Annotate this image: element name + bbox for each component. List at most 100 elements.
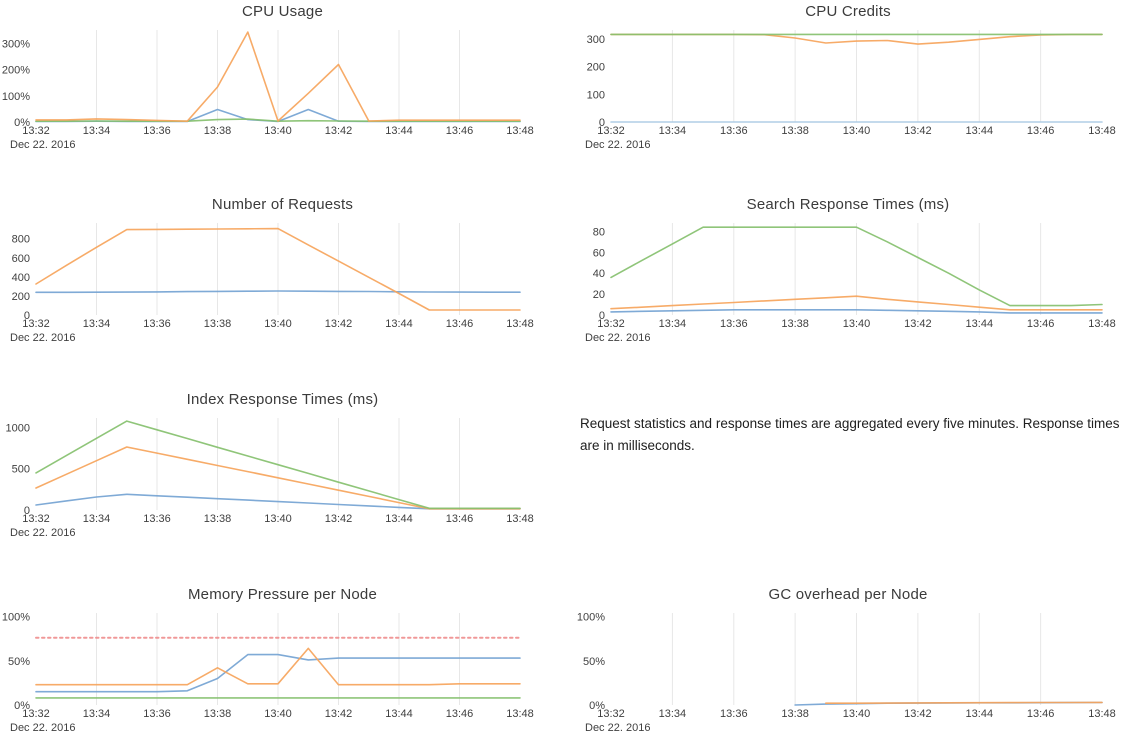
svg-text:13:38: 13:38	[204, 513, 232, 525]
svg-text:13:38: 13:38	[781, 708, 809, 720]
svg-text:13:38: 13:38	[204, 708, 232, 720]
svg-text:50%: 50%	[583, 656, 605, 668]
chart-canvas-cpu-credits[interactable]: 13:32 13:34 13:36 13:38 13:40 13:42 13:44 13:46…	[565, 22, 1130, 160]
svg-text:13:32: 13:32	[597, 125, 625, 137]
svg-text:13:36: 13:36	[143, 708, 171, 720]
panel-cpu-usage: CPU Usage 13:32 13:34 13:36 13:38 13:40 13:42…	[0, 0, 565, 160]
svg-text:400: 400	[12, 272, 30, 284]
svg-text:13:44: 13:44	[385, 125, 413, 137]
svg-text:13:42: 13:42	[325, 318, 353, 330]
chart-canvas-memory-pressure[interactable]: 13:32 13:34 13:36 13:38 13:40 13:42 13:44 13:46…	[0, 605, 565, 741]
svg-text:13:42: 13:42	[325, 125, 353, 137]
svg-text:13:42: 13:42	[904, 318, 932, 330]
svg-text:50%: 50%	[8, 656, 30, 668]
svg-text:40: 40	[593, 268, 605, 280]
svg-text:13:40: 13:40	[264, 708, 292, 720]
svg-text:0: 0	[24, 505, 30, 517]
svg-text:Dec 22. 2016: Dec 22. 2016	[585, 139, 650, 151]
svg-text:13:42: 13:42	[325, 513, 353, 525]
panel-number-of-requests: Number of Requests 13:32 13:34 13:36 13:38 1…	[0, 193, 565, 353]
svg-text:13:42: 13:42	[904, 708, 932, 720]
svg-text:13:48: 13:48	[1088, 708, 1116, 720]
chart-title-search-response-times: Search Response Times (ms)	[746, 196, 950, 213]
svg-text:13:36: 13:36	[143, 125, 171, 137]
svg-text:60: 60	[593, 247, 605, 259]
svg-text:13:48: 13:48	[1088, 125, 1116, 137]
svg-text:13:32: 13:32	[22, 513, 50, 525]
svg-text:13:44: 13:44	[966, 318, 994, 330]
svg-text:13:36: 13:36	[720, 318, 748, 330]
svg-text:13:34: 13:34	[659, 318, 687, 330]
svg-text:13:46: 13:46	[446, 708, 474, 720]
svg-text:13:42: 13:42	[904, 125, 932, 137]
svg-text:0%: 0%	[589, 700, 605, 712]
chart-canvas-cpu-usage[interactable]: 13:32 13:34 13:36 13:38 13:40 13:42 13:44 13:46…	[0, 22, 565, 160]
svg-text:800: 800	[12, 234, 30, 246]
panel-search-response-times: Search Response Times (ms) 13:32 13:34 13:…	[565, 193, 1131, 353]
svg-text:13:32: 13:32	[22, 318, 50, 330]
chart-title-cpu-usage: CPU Usage	[242, 3, 323, 20]
svg-text:13:40: 13:40	[264, 125, 292, 137]
svg-text:13:36: 13:36	[720, 708, 748, 720]
svg-text:13:44: 13:44	[966, 708, 994, 720]
svg-text:Dec 22. 2016: Dec 22. 2016	[10, 139, 75, 151]
svg-text:13:38: 13:38	[204, 318, 232, 330]
svg-text:13:48: 13:48	[506, 125, 534, 137]
svg-text:13:42: 13:42	[325, 708, 353, 720]
svg-text:200%: 200%	[2, 65, 30, 77]
svg-text:1000: 1000	[6, 423, 30, 435]
svg-text:100%: 100%	[2, 91, 30, 103]
svg-text:300%: 300%	[2, 39, 30, 51]
chart-canvas-index-response-times[interactable]: 13:32 13:34 13:36 13:38 13:40 13:42 13:44 13:46…	[0, 410, 565, 548]
svg-text:200: 200	[12, 291, 30, 303]
svg-text:80: 80	[593, 226, 605, 238]
panel-cpu-credits: CPU Credits 13:32 13:34 13:36 13:38 13:40 13:…	[565, 0, 1131, 160]
svg-text:13:46: 13:46	[446, 318, 474, 330]
svg-text:13:34: 13:34	[83, 125, 111, 137]
svg-text:13:32: 13:32	[22, 125, 50, 137]
svg-text:0: 0	[24, 310, 30, 322]
svg-text:13:32: 13:32	[22, 708, 50, 720]
svg-text:13:40: 13:40	[843, 125, 871, 137]
svg-text:13:44: 13:44	[385, 513, 413, 525]
svg-text:300: 300	[587, 34, 605, 46]
svg-text:500: 500	[12, 464, 30, 476]
chart-title-number-of-requests: Number of Requests	[211, 196, 354, 213]
svg-text:Dec 22. 2016: Dec 22. 2016	[10, 332, 75, 344]
panel-memory-pressure: Memory Pressure per Node 13:32 13:34 13:36…	[0, 583, 565, 741]
svg-text:Dec 22. 2016: Dec 22. 2016	[10, 527, 75, 539]
svg-text:13:48: 13:48	[506, 513, 534, 525]
svg-text:0: 0	[599, 310, 605, 322]
svg-text:0%: 0%	[14, 700, 30, 712]
svg-text:13:46: 13:46	[446, 513, 474, 525]
svg-text:13:36: 13:36	[720, 125, 748, 137]
svg-text:13:44: 13:44	[966, 125, 994, 137]
panel-gc-overhead: GC overhead per Node 13:32 13:34 13:36 13:3…	[565, 583, 1131, 741]
svg-text:13:32: 13:32	[597, 708, 625, 720]
svg-text:0%: 0%	[14, 117, 30, 129]
svg-text:13:34: 13:34	[83, 708, 111, 720]
svg-text:0: 0	[599, 117, 605, 129]
chart-canvas-number-of-requests[interactable]: 13:32 13:34 13:36 13:38 13:40 13:42 13:44 13:46…	[0, 215, 565, 353]
svg-text:13:44: 13:44	[385, 318, 413, 330]
svg-text:Dec 22. 2016: Dec 22. 2016	[10, 722, 75, 734]
svg-text:13:40: 13:40	[264, 318, 292, 330]
chart-title-index-response-times: Index Response Times (ms)	[186, 391, 379, 408]
svg-text:Dec 22. 2016: Dec 22. 2016	[585, 332, 650, 344]
svg-text:13:48: 13:48	[506, 318, 534, 330]
chart-canvas-gc-overhead[interactable]: 13:32 13:34 13:36 13:38 13:40 13:42 13:44 13:46…	[565, 605, 1130, 741]
svg-text:13:34: 13:34	[83, 318, 111, 330]
chart-title-gc-overhead: GC overhead per Node	[768, 586, 928, 603]
svg-text:100: 100	[587, 89, 605, 101]
chart-canvas-search-response-times[interactable]: 13:32 13:34 13:36 13:38 13:40 13:42 13:44 13:46…	[565, 215, 1130, 353]
svg-text:Dec 22. 2016: Dec 22. 2016	[585, 722, 650, 734]
svg-text:13:48: 13:48	[506, 708, 534, 720]
svg-text:13:36: 13:36	[143, 513, 171, 525]
svg-text:13:36: 13:36	[143, 318, 171, 330]
panel-index-response-times: Index Response Times (ms) 13:32 13:34 13:3…	[0, 388, 565, 548]
svg-text:13:38: 13:38	[781, 318, 809, 330]
svg-text:20: 20	[593, 289, 605, 301]
svg-text:200: 200	[587, 62, 605, 74]
svg-text:13:44: 13:44	[385, 708, 413, 720]
